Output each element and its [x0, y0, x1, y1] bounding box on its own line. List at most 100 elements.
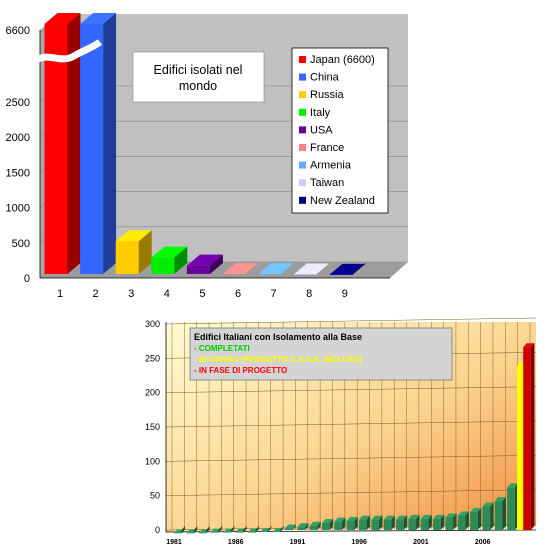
chart2-bar-top: [507, 483, 519, 488]
chart2-bar-front: [359, 519, 367, 530]
chart1-x-tick-label: 6: [235, 288, 241, 300]
chart1-legend-label: USA: [310, 124, 333, 136]
chart1-legend-label: Italy: [310, 107, 331, 119]
chart2-bar: [371, 515, 383, 530]
chart2-bar-side: [403, 515, 408, 530]
chart1-bar-front: [115, 241, 139, 274]
chart2-bar: [210, 526, 223, 533]
chart2-bar-front: [433, 518, 441, 530]
chart1-bar-side: [138, 230, 152, 274]
chart1-bar-top: [151, 246, 188, 258]
chart1-x-tick-label: 7: [271, 288, 277, 300]
chart1-legend-label: Taiwan: [310, 177, 344, 189]
chart1-y-tick-label: 500: [12, 238, 30, 250]
chart2-bar: [470, 508, 482, 530]
chart2-bar-top: [297, 523, 309, 528]
chart2-bar-front: [383, 519, 392, 530]
chart2-bar: [346, 516, 358, 530]
chart1-legend-label: France: [310, 142, 344, 154]
chart1-x-tick-label: 5: [199, 288, 205, 300]
chart2-legend-item: - COMPLETATI: [194, 344, 250, 353]
chart2-bar-top: [371, 515, 383, 520]
chart2-bar: [507, 483, 519, 530]
chart2-bar-side: [280, 526, 284, 532]
chart1-bar-top: [329, 263, 366, 275]
chart2-bar-side: [206, 526, 210, 534]
chart1-legend-label: China: [310, 72, 340, 84]
chart2-bar-front: [396, 519, 404, 530]
chart2-bar-top: [445, 513, 457, 518]
chart2-x-tick-label: 1996: [351, 539, 367, 546]
world-isolated-buildings-chart: 0 500 1000 1500 2000 2500 1 2 3 4 5 6 7 8 9 6600 Edif…: [6, 13, 408, 300]
chart2-bar-side: [366, 515, 371, 530]
chart2-bar-side: [230, 526, 235, 533]
chart2-y-tick-label: 150: [145, 422, 160, 432]
chart1-bar-side: [316, 263, 330, 275]
chart2-bar: [173, 526, 186, 534]
chart2-x-tick-label: 1991: [290, 539, 306, 546]
chart2-bar-front: [517, 365, 525, 530]
chart1-legend-label: New Zealand: [310, 195, 375, 207]
chart1-title-line2: mondo: [179, 79, 217, 93]
chart1-legend-swatch: [299, 56, 306, 63]
chart1-bar-side: [245, 263, 259, 275]
chart2-bar-front: [284, 528, 293, 530]
chart1-bar: [222, 263, 259, 275]
chart2-bar: [408, 514, 420, 530]
chart2-bar: [383, 515, 395, 530]
chart1-y-tick-label: 2000: [6, 132, 30, 144]
chart1-x-tick-label: 4: [164, 288, 170, 300]
chart1-bar: [151, 246, 188, 274]
chart2-bar-top: [309, 521, 321, 526]
chart2-legend-item: - IN CORSO (PROGETTO C.A.S.E. INCLUSO): [194, 355, 363, 364]
chart2-bar-top: [284, 524, 297, 529]
chart2-bar-front: [408, 518, 417, 530]
chart2-bar: [482, 502, 494, 530]
chart1-y-tick-label: 0: [24, 273, 30, 285]
chart1-legend-label: Russia: [310, 89, 345, 101]
chart1-bar-top: [222, 263, 259, 275]
chart2-bar: [445, 513, 457, 530]
chart1-bar-side: [103, 13, 117, 274]
chart2-bar-side: [354, 516, 358, 530]
chart2-bar: [309, 521, 321, 530]
chart2-bar-side: [267, 526, 272, 532]
chart2-bar-side: [477, 508, 482, 530]
chart1-legend-label: Japan (6600): [310, 54, 375, 66]
chart2-bar-side: [341, 517, 346, 530]
chart2-bar-side: [428, 514, 432, 530]
chart2-bar: [396, 515, 408, 530]
chart2-bar-top: [420, 514, 432, 519]
chart2-gridline: [165, 317, 537, 325]
chart1-bar-top: [44, 13, 81, 24]
chart2-bar-side: [255, 526, 260, 533]
chart2-bar-side: [440, 514, 445, 530]
chart2-bar-front: [334, 521, 342, 530]
chart2-gridline: [165, 386, 537, 393]
chart1-bar-side: [352, 263, 366, 275]
chart1-y-tick-label: 1500: [6, 167, 30, 179]
chart2-bar-top: [396, 515, 408, 520]
chart2-x-tick-label: 1986: [228, 539, 244, 546]
chart2-bar-top: [523, 343, 535, 348]
chart1-bar-side: [67, 13, 81, 274]
chart2-gridline: [165, 455, 537, 462]
chart2-bar-side: [317, 521, 321, 530]
chart1-axis-break: [34, 39, 103, 64]
chart2-bar-side: [329, 519, 334, 530]
chart2-bar-top: [408, 514, 420, 519]
chart2-bar: [321, 519, 334, 530]
chart1-bar-top: [258, 263, 295, 275]
chart2-bar: [186, 526, 198, 534]
chart2-bar-top: [482, 502, 494, 507]
chart2-gridline: [165, 420, 537, 428]
chart1-bar: [186, 254, 223, 274]
chart1-legend-swatch: [299, 161, 306, 169]
chart2-bar-top: [470, 508, 482, 513]
chart1-bar-top: [186, 254, 223, 266]
chart2-bar-side: [292, 524, 297, 530]
chart1-bar-front: [186, 265, 210, 274]
italian-base-isolation-chart: 0 50 100 150 200 250 300 1981 1986 1991 1996 2001 2…: [145, 317, 537, 546]
chart2-bar-front: [445, 517, 454, 530]
chart2-bar-front: [457, 515, 466, 530]
